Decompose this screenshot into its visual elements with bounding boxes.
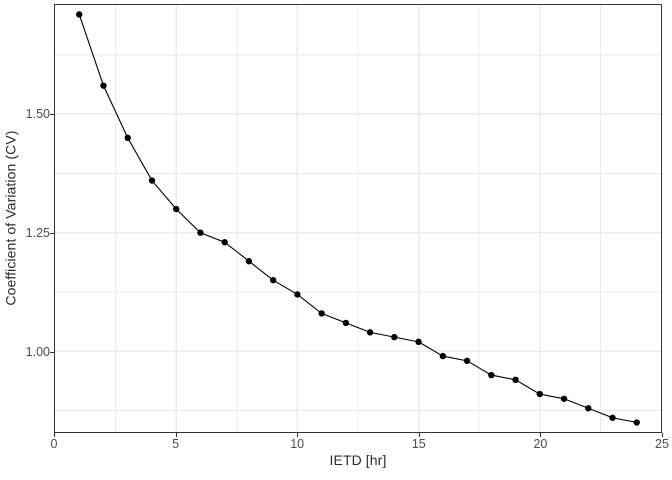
y-tick-mark: [50, 232, 54, 234]
data-point: [488, 371, 495, 379]
y-tick-mark: [50, 113, 54, 115]
y-tick-label: 1.00: [25, 344, 50, 359]
x-tick-mark: [418, 433, 420, 437]
data-point: [391, 333, 398, 341]
data-point: [100, 82, 107, 89]
data-point: [536, 390, 543, 398]
y-tick-mark: [50, 351, 54, 353]
x-tick-mark: [540, 433, 542, 437]
data-point: [512, 376, 519, 383]
grid-lines: [55, 5, 661, 432]
data-point: [245, 258, 253, 265]
plot-panel: [54, 4, 662, 433]
data-point: [221, 239, 228, 246]
x-tick-mark: [662, 433, 663, 437]
y-tick-label: 1.25: [25, 225, 50, 240]
x-tick-mark: [175, 433, 177, 437]
x-tick-label: 5: [172, 437, 180, 451]
data-point: [76, 11, 83, 18]
data-point: [633, 419, 640, 426]
data-line: [78, 14, 637, 424]
data-point: [463, 357, 471, 365]
x-tick-mark: [54, 433, 55, 437]
data-point: [560, 395, 568, 402]
data-point: [148, 177, 156, 184]
x-tick-label: 25: [655, 437, 669, 451]
data-point: [294, 291, 301, 298]
data-point: [173, 205, 180, 213]
data-point: [342, 319, 350, 327]
y-tick-label: 1.50: [25, 106, 50, 121]
x-tick-label: 10: [290, 437, 305, 451]
x-axis-title: IETD [hr]: [329, 452, 387, 468]
data-point: [197, 229, 204, 236]
x-tick-label: 20: [533, 437, 548, 451]
data-point: [439, 352, 447, 360]
x-tick-label: 0: [50, 437, 58, 451]
data-point: [124, 134, 131, 142]
data-point: [609, 414, 616, 421]
data-point: [366, 329, 374, 336]
data-series: [76, 11, 640, 426]
data-point: [415, 338, 422, 346]
x-tick-label: 15: [411, 437, 426, 451]
x-tick-mark: [297, 433, 299, 437]
data-point: [585, 405, 592, 412]
data-point: [318, 310, 325, 317]
data-point: [269, 276, 277, 284]
y-axis-tick-labels: 1.00 1.25 1.50: [0, 0, 54, 480]
